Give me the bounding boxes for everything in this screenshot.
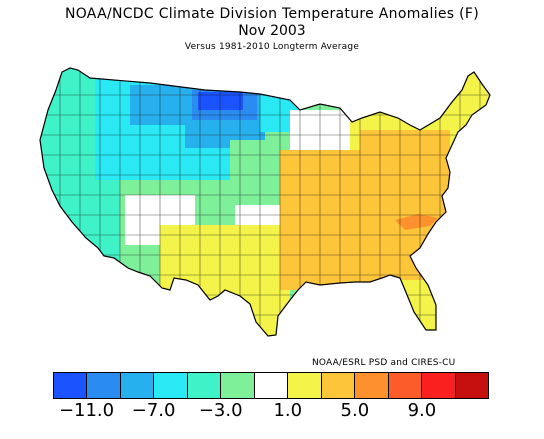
color-scale-tick-label: 1.0 bbox=[273, 400, 303, 421]
color-scale-bar bbox=[53, 372, 489, 399]
color-scale-cell bbox=[221, 373, 255, 398]
region-north-dakota-core bbox=[198, 92, 243, 110]
color-scale-cell bbox=[422, 373, 456, 398]
map-period: Nov 2003 bbox=[238, 23, 306, 39]
color-scale-cell bbox=[288, 373, 322, 398]
map-title: NOAA/NCDC Climate Division Temperature A… bbox=[64, 6, 480, 22]
color-scale-tick-label: −11.0 bbox=[58, 400, 115, 421]
anomaly-regions bbox=[40, 68, 490, 336]
color-scale-tick-label: 5.0 bbox=[340, 400, 370, 421]
color-scale-cell bbox=[87, 373, 121, 398]
color-scale-tick-label: −3.0 bbox=[198, 400, 243, 421]
color-scale-cell bbox=[154, 373, 188, 398]
data-credit: NOAA/ESRL PSD and CIRES-CU bbox=[312, 358, 456, 368]
region-southern-appalachians bbox=[395, 214, 438, 230]
color-scale-cell bbox=[54, 373, 88, 398]
color-scale-cell bbox=[254, 373, 289, 398]
us-anomaly-map bbox=[39, 67, 491, 337]
color-scale-tick-label: −7.0 bbox=[131, 400, 176, 421]
color-scale-cell bbox=[187, 373, 222, 398]
color-scale-tick-label: 9.0 bbox=[407, 400, 437, 421]
color-scale-cell bbox=[321, 373, 356, 398]
color-scale-cell bbox=[120, 373, 155, 398]
region-mid-atlantic bbox=[360, 130, 450, 170]
color-scale-cell bbox=[355, 373, 389, 398]
color-scale-cell bbox=[455, 373, 489, 398]
division-borders bbox=[40, 68, 490, 336]
color-scale-cell bbox=[388, 373, 423, 398]
map-baseline: Versus 1981-2010 Longterm Average bbox=[184, 42, 360, 52]
region-texas-southwest bbox=[160, 225, 290, 336]
